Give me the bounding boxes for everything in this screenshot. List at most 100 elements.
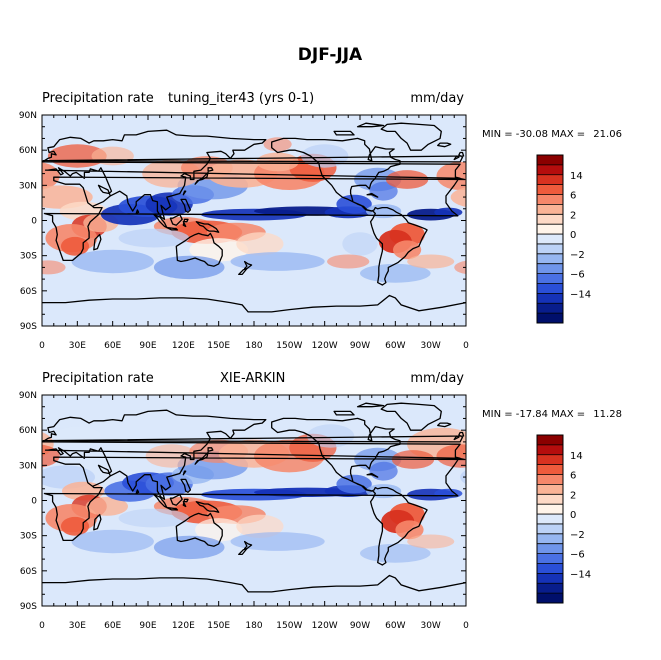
precip-anomaly-region — [0, 209, 30, 221]
y-tick-label: 0 — [31, 217, 37, 227]
colorbar-segment — [537, 253, 563, 265]
colorbar: 14 6 2 0 −2 −6 −14 — [536, 434, 591, 604]
colorbar-segment — [537, 533, 563, 545]
precip-anomaly-region — [360, 543, 431, 563]
coastline — [182, 498, 189, 508]
colorbar-segment — [537, 583, 563, 594]
panel-model: Precipitation rate tuning_iter43 (yrs 0-1… — [0, 91, 622, 351]
y-tick-label: 30N — [19, 461, 37, 471]
colorbar-label: −14 — [570, 569, 591, 580]
colorbar-segment — [537, 563, 563, 574]
coastline — [437, 422, 452, 428]
colorbar-segment — [537, 464, 563, 475]
colorbar-label: 2 — [570, 490, 576, 501]
precip-field — [0, 115, 530, 326]
precip-anomaly-region — [495, 215, 530, 238]
panel-title-left: Precipitation rate — [42, 371, 154, 386]
colorbar-label: −14 — [570, 289, 591, 300]
colorbar-segment — [537, 573, 563, 584]
colorbar-segment — [537, 504, 563, 515]
precip-field — [0, 395, 522, 606]
x-tick-label: 120E — [172, 341, 195, 351]
coastline — [194, 451, 209, 465]
precip-anomaly-region — [236, 232, 284, 256]
colorbar-label: 14 — [570, 171, 583, 182]
precip-anomaly-region — [393, 240, 422, 260]
coastline — [380, 122, 442, 151]
min-max-annotation: MIN = -30.08 MAX = 21.06 — [482, 129, 622, 140]
coastline — [93, 233, 102, 251]
coastline — [166, 506, 179, 511]
x-tick-label: 90W — [350, 341, 370, 351]
precip-anomaly-region — [454, 260, 466, 274]
coastline — [271, 137, 428, 286]
colorbar-segment — [537, 523, 563, 535]
axis-ticks — [41, 394, 467, 607]
coastline — [180, 478, 192, 493]
precip-anomaly-region — [436, 161, 466, 191]
coastline — [42, 151, 465, 163]
colorbar-label: −6 — [570, 550, 585, 561]
precip-anomaly-region — [71, 249, 154, 274]
colorbar-segment — [537, 474, 563, 485]
precip-anomaly-region — [327, 254, 370, 269]
coastline — [169, 213, 183, 226]
colorbar-segment — [537, 494, 563, 505]
precip-anomaly-region — [230, 532, 325, 551]
precip-anomaly-region — [336, 194, 372, 214]
precip-anomaly-region — [407, 254, 455, 269]
coastline — [42, 431, 465, 443]
colorbar-segment — [537, 543, 563, 554]
precip-anomaly-region — [118, 508, 190, 528]
precip-anomaly-region — [336, 474, 372, 494]
colorbar-label: 6 — [570, 471, 576, 482]
coastline — [437, 142, 452, 148]
coastline — [356, 122, 385, 128]
coastline-antarctica — [42, 574, 466, 593]
coastline — [207, 167, 214, 172]
coastline — [238, 267, 248, 276]
y-tick-label: 90S — [20, 602, 37, 612]
precip-anomaly-region — [236, 514, 284, 538]
colorbar-segment — [537, 214, 563, 225]
precip-anomaly-region — [153, 535, 225, 560]
precip-anomaly-region — [0, 450, 10, 469]
x-tick-label: 60E — [104, 341, 121, 351]
precip-anomaly-region — [0, 503, 1, 526]
colorbar-segment — [537, 184, 563, 195]
y-tick-label: 60N — [19, 146, 37, 156]
colorbar-label: 0 — [570, 510, 576, 521]
coastline — [169, 493, 183, 506]
panel-title-center: tuning_iter43 (yrs 0-1) — [168, 91, 314, 106]
max-label: MAX = — [551, 409, 588, 420]
coastlines — [42, 402, 466, 593]
colorbar-frame — [536, 434, 564, 604]
coastline — [238, 547, 248, 556]
coastline — [333, 130, 355, 136]
coastline — [207, 447, 214, 452]
x-tick-label: 90E — [139, 621, 156, 631]
max-label: MAX = — [551, 129, 588, 140]
x-tick-label: 0 — [39, 341, 45, 351]
precip-anomaly-region — [434, 488, 463, 499]
x-tick-label: 120W — [312, 341, 338, 351]
precip-anomaly-region — [436, 444, 466, 468]
min-label: MIN = — [482, 129, 516, 140]
x-tick-label: 30E — [69, 621, 86, 631]
panel-observations: Precipitation rate XIE-ARKIN mm/day 0 30E 60E… — [0, 371, 622, 631]
colorbar-segment — [537, 293, 563, 304]
coastline — [356, 402, 385, 408]
y-tick-label: 90N — [19, 391, 37, 401]
colorbar-segment — [537, 164, 563, 176]
precip-anomaly-region — [470, 504, 522, 532]
x-tick-label: 150W — [276, 621, 302, 631]
y-tick-label: 30N — [19, 181, 37, 191]
colorbar-label: 14 — [570, 451, 583, 462]
precip-anomaly-region — [0, 489, 30, 501]
precip-anomaly-region — [460, 470, 466, 485]
colorbar-segment — [537, 155, 563, 166]
colorbar-segment — [537, 234, 563, 245]
coastline — [195, 501, 220, 513]
x-tick-label: 180 — [245, 621, 262, 631]
